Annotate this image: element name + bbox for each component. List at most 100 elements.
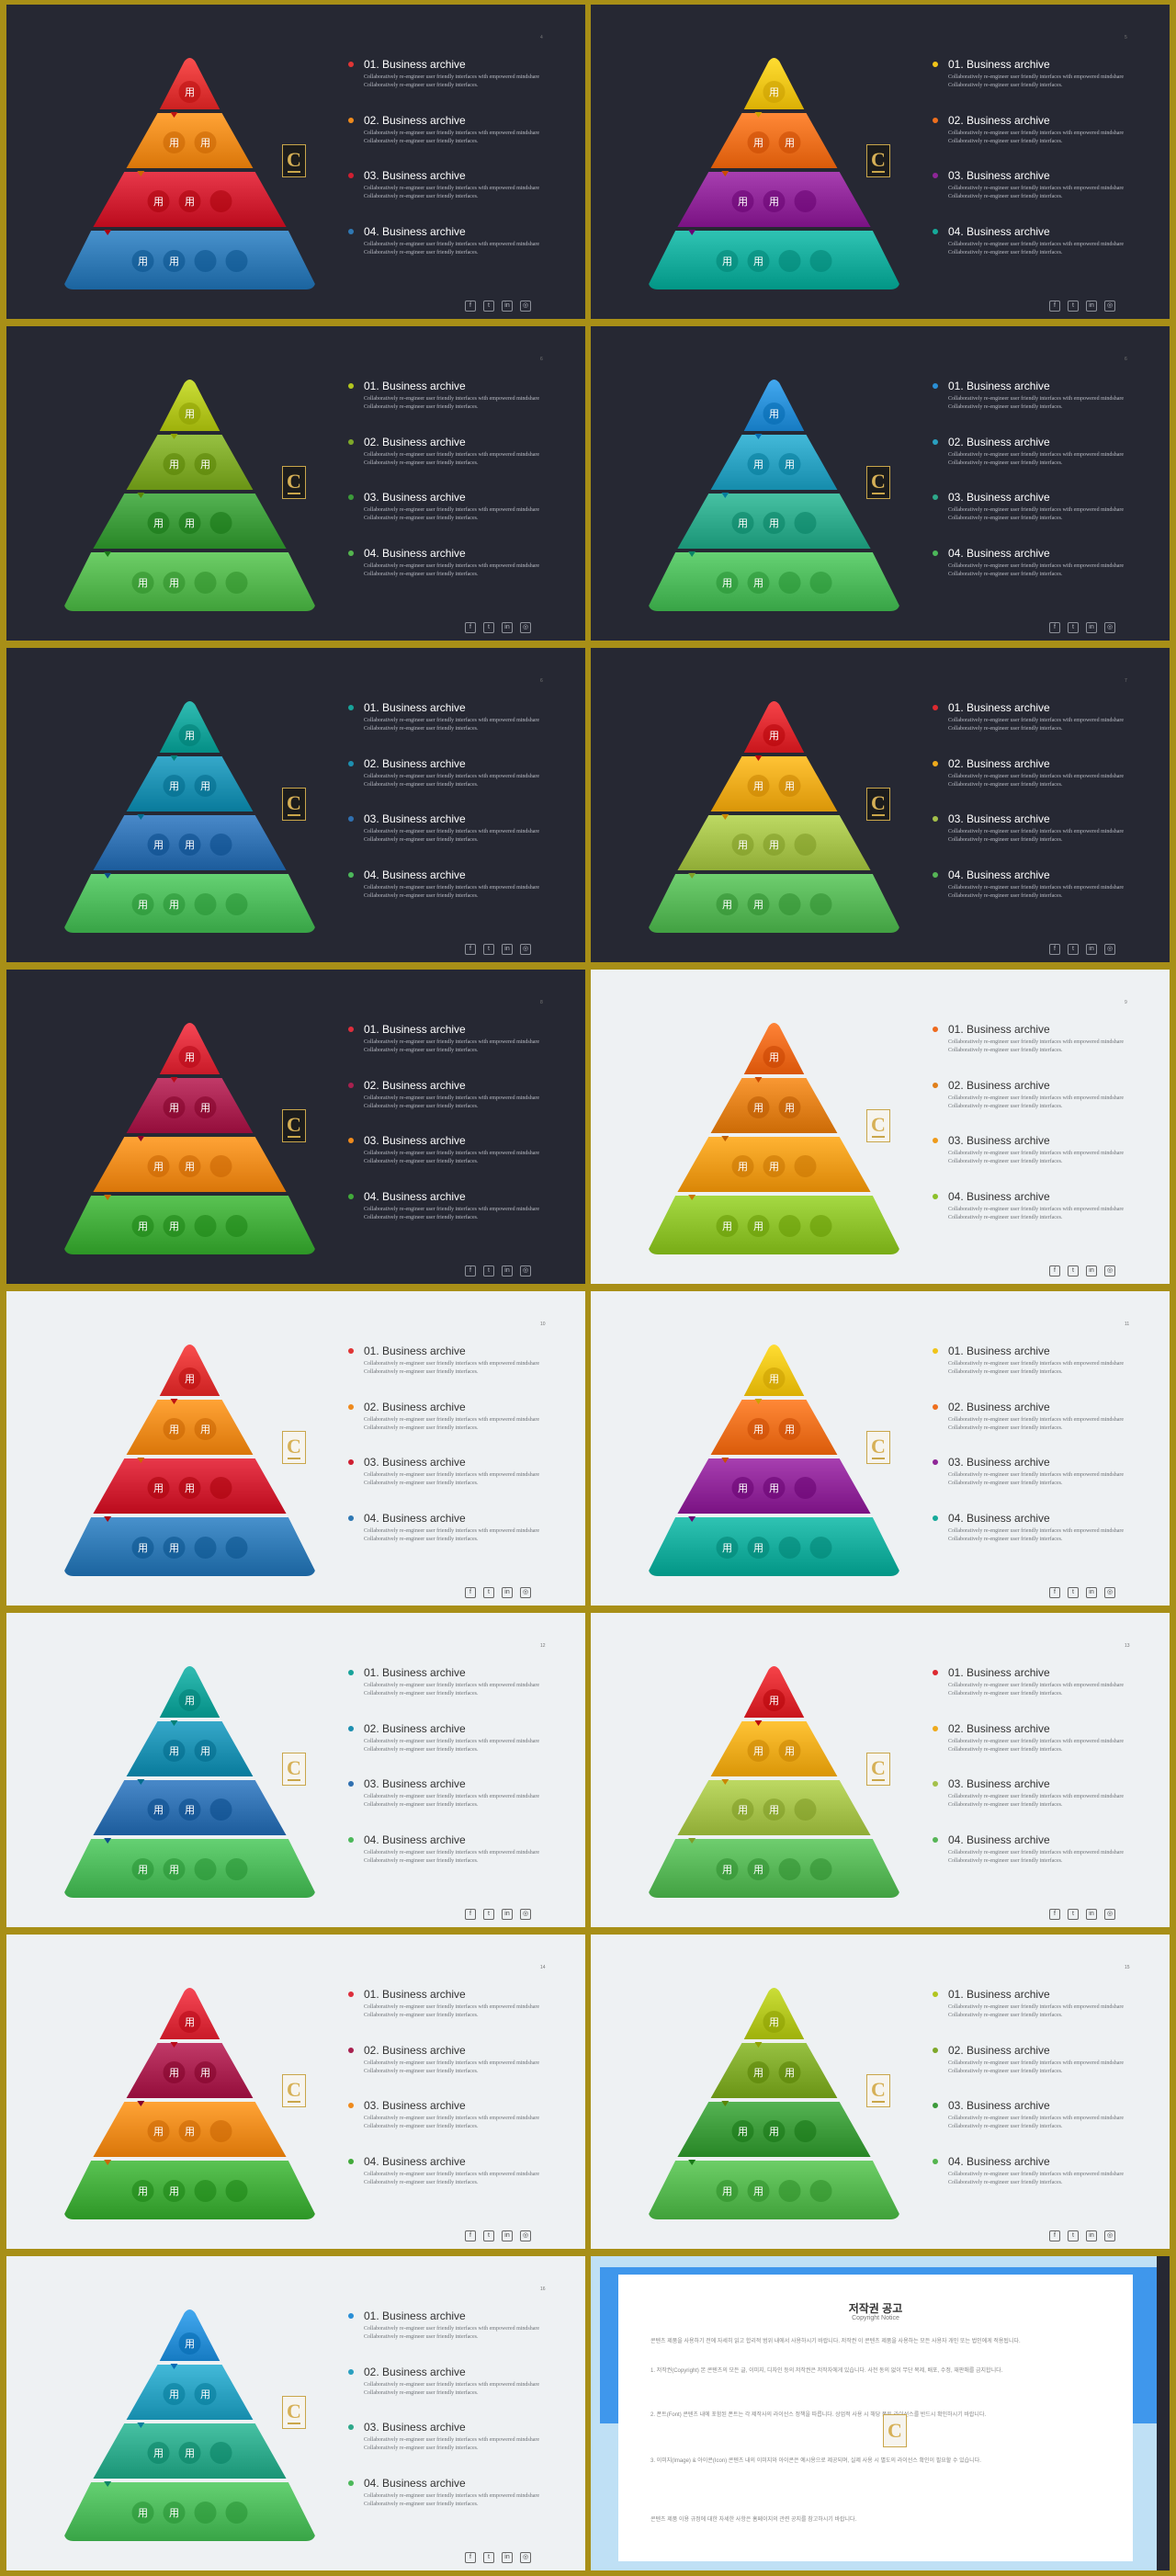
pyramid-marker-glyph: ⽤ xyxy=(185,86,195,98)
linkedin-icon[interactable]: in xyxy=(502,2552,513,2563)
item-bullet xyxy=(933,2047,938,2053)
facebook-icon[interactable]: f xyxy=(465,301,476,312)
pyramid-marker-circle xyxy=(731,2120,754,2142)
item-title: 02. Business archive xyxy=(948,1078,1050,1092)
list-item: 01. Business archive Collaboratively re-e… xyxy=(933,1345,1153,1401)
pyramid-marker-glyph: ⽤ xyxy=(769,408,779,420)
list-item: 01. Business archive Collaboratively re-e… xyxy=(348,1345,569,1401)
item-description: Collaboratively re-engineer user friendl… xyxy=(364,1683,540,1697)
linkedin-icon[interactable]: in xyxy=(502,944,513,955)
layer-notch xyxy=(104,873,112,879)
linkedin-icon[interactable]: in xyxy=(502,2230,513,2241)
facebook-icon[interactable]: f xyxy=(1049,1587,1060,1598)
pyramid-marker-circle xyxy=(763,724,786,746)
twitter-icon[interactable]: t xyxy=(483,1587,494,1598)
linkedin-icon[interactable]: in xyxy=(1086,944,1097,955)
pyramid-marker-glyph: ⽤ xyxy=(169,2507,179,2519)
twitter-icon[interactable]: t xyxy=(483,2552,494,2563)
item-title: 02. Business archive xyxy=(364,756,466,770)
instagram-icon[interactable]: ◎ xyxy=(1104,1587,1115,1598)
linkedin-icon[interactable]: in xyxy=(1086,301,1097,312)
twitter-icon[interactable]: t xyxy=(1068,1909,1079,1920)
linkedin-icon[interactable]: in xyxy=(1086,622,1097,633)
facebook-icon[interactable]: f xyxy=(465,2552,476,2563)
page-number: 8 xyxy=(540,1000,543,1005)
twitter-icon[interactable]: t xyxy=(483,2230,494,2241)
item-description: Collaboratively re-engineer user friendl… xyxy=(364,242,540,256)
twitter-icon[interactable]: t xyxy=(1068,301,1079,312)
pyramid-layer-2 xyxy=(126,2043,254,2098)
twitter-icon[interactable]: t xyxy=(483,944,494,955)
instagram-icon[interactable]: ◎ xyxy=(520,1587,531,1598)
twitter-icon[interactable]: t xyxy=(483,301,494,312)
twitter-icon[interactable]: t xyxy=(1068,622,1079,633)
instagram-icon[interactable]: ◎ xyxy=(1104,622,1115,633)
twitter-icon[interactable]: t xyxy=(483,1265,494,1277)
pyramid-marker-glyph: ⽤ xyxy=(738,2126,748,2138)
twitter-icon[interactable]: t xyxy=(1068,1265,1079,1277)
item-bullet xyxy=(933,2159,938,2165)
linkedin-icon[interactable]: in xyxy=(502,301,513,312)
linkedin-icon[interactable]: in xyxy=(502,622,513,633)
facebook-icon[interactable]: f xyxy=(465,2230,476,2241)
instagram-icon[interactable]: ◎ xyxy=(1104,301,1115,312)
instagram-icon[interactable]: ◎ xyxy=(1104,1909,1115,1920)
pyramid-marker-circle xyxy=(225,1215,248,1237)
twitter-icon[interactable]: t xyxy=(1068,944,1079,955)
twitter-icon[interactable]: t xyxy=(483,622,494,633)
pyramid-marker-glyph: ⽤ xyxy=(753,1424,763,1436)
pyramid-marker-glyph: ⽤ xyxy=(769,1373,779,1385)
pyramid-marker-circle xyxy=(747,131,770,153)
facebook-icon[interactable]: f xyxy=(1049,301,1060,312)
logo-mark: C xyxy=(888,2419,902,2442)
facebook-icon[interactable]: f xyxy=(1049,1909,1060,1920)
list-item: 02. Business archive Collaboratively re-e… xyxy=(348,114,569,170)
linkedin-icon[interactable]: in xyxy=(502,1909,513,1920)
twitter-icon[interactable]: t xyxy=(1068,1587,1079,1598)
item-bullet xyxy=(933,62,938,67)
linkedin-icon[interactable]: in xyxy=(1086,1587,1097,1598)
instagram-icon[interactable]: ◎ xyxy=(520,2230,531,2241)
item-list: 01. Business archive Collaboratively re-e… xyxy=(348,1988,569,2211)
logo-bar xyxy=(872,1135,885,1138)
item-title: 04. Business archive xyxy=(948,1190,1050,1204)
list-item: 04. Business archive Collaboratively re-e… xyxy=(348,1190,569,1246)
facebook-icon[interactable]: f xyxy=(1049,944,1060,955)
twitter-icon[interactable]: t xyxy=(483,1909,494,1920)
pyramid-marker-glyph: ⽤ xyxy=(185,2016,195,2028)
facebook-icon[interactable]: f xyxy=(1049,2230,1060,2241)
instagram-icon[interactable]: ◎ xyxy=(520,2552,531,2563)
linkedin-icon[interactable]: in xyxy=(502,1265,513,1277)
pyramid-marker-circle xyxy=(163,453,186,475)
linkedin-icon[interactable]: in xyxy=(502,1587,513,1598)
list-item: 01. Business archive Collaboratively re-e… xyxy=(933,58,1153,114)
facebook-icon[interactable]: f xyxy=(465,1587,476,1598)
item-bullet xyxy=(348,1992,354,1997)
linkedin-icon[interactable]: in xyxy=(1086,1909,1097,1920)
facebook-icon[interactable]: f xyxy=(1049,622,1060,633)
twitter-icon[interactable]: t xyxy=(1068,2230,1079,2241)
instagram-icon[interactable]: ◎ xyxy=(520,622,531,633)
pyramid-marker-circle xyxy=(778,1858,801,1880)
instagram-icon[interactable]: ◎ xyxy=(1104,944,1115,955)
item-description: Collaboratively re-engineer user friendl… xyxy=(364,1095,540,1109)
facebook-icon[interactable]: f xyxy=(465,1909,476,1920)
pyramid-marker-glyph: ⽤ xyxy=(769,1695,779,1707)
linkedin-icon[interactable]: in xyxy=(1086,2230,1097,2241)
instagram-icon[interactable]: ◎ xyxy=(1104,1265,1115,1277)
facebook-icon[interactable]: f xyxy=(465,622,476,633)
linkedin-icon[interactable]: in xyxy=(1086,1265,1097,1277)
facebook-icon[interactable]: f xyxy=(1049,1265,1060,1277)
instagram-icon[interactable]: ◎ xyxy=(520,944,531,955)
list-item: 01. Business archive Collaboratively re-e… xyxy=(933,380,1153,436)
instagram-icon[interactable]: ◎ xyxy=(520,1265,531,1277)
brand-logo: C xyxy=(866,2074,890,2107)
facebook-icon[interactable]: f xyxy=(465,944,476,955)
facebook-icon[interactable]: f xyxy=(465,1265,476,1277)
item-title: 04. Business archive xyxy=(364,225,466,239)
list-item: 01. Business archive Collaboratively re-e… xyxy=(348,2309,569,2366)
instagram-icon[interactable]: ◎ xyxy=(1104,2230,1115,2241)
instagram-icon[interactable]: ◎ xyxy=(520,301,531,312)
item-bullet xyxy=(933,117,938,123)
instagram-icon[interactable]: ◎ xyxy=(520,1909,531,1920)
